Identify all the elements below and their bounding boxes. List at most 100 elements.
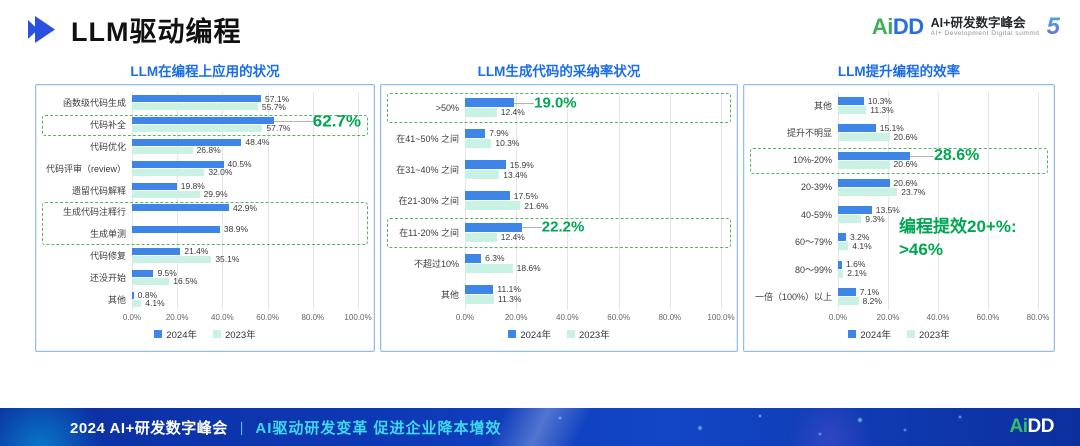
bar-line: 17.5% [465, 191, 721, 201]
bar-line: 10.3% [838, 97, 1038, 106]
category-label: 60～79% [794, 237, 832, 248]
bar-line: 21.4% [132, 246, 358, 257]
bar-2024 [838, 260, 842, 269]
gridline [838, 92, 839, 310]
value-label: 11.3% [870, 104, 894, 115]
bar-line: 13.4% [465, 170, 721, 180]
legend-label: 2023年 [579, 330, 610, 341]
legend-item: 2023年 [567, 327, 610, 341]
category-label: 还没开始 [89, 272, 126, 283]
gridline [312, 92, 314, 310]
bar-2024 [132, 269, 154, 277]
bars-group: 57.1% 55.7% [132, 95, 358, 111]
bar-2024 [465, 129, 486, 139]
chart-row: 遗留代码解释 19.8% 29.9% [40, 179, 370, 201]
axis-tick-label: 100.0% [344, 313, 372, 322]
category-label: 其他 [107, 294, 126, 305]
value-label: 48.4% [245, 137, 270, 148]
legend-swatch [848, 330, 857, 338]
axis-tick-label: 60.0% [256, 313, 279, 322]
value-label: 7.1% [859, 286, 880, 297]
bars-group: 1.6% 2.1% [838, 260, 1038, 278]
bars-group: 22.2% 12.4% [465, 218, 721, 242]
bar-2023 [838, 296, 859, 305]
chart-row: 20-39% 20.6% 23.7% [748, 174, 1050, 201]
axis-tick-label: 0.0% [455, 313, 475, 322]
bar-2024 [838, 151, 910, 160]
gridline [177, 92, 179, 310]
bar-2023 [838, 269, 844, 278]
slide-header: LLM驱动编程 [28, 10, 241, 49]
bar-2024 [838, 178, 890, 187]
bar-2023 [132, 125, 263, 133]
footer-content: 2024 AI+研发数字峰会 | AI驱动研发变革 促进企业降本增效 AiDD [0, 416, 1080, 438]
callout-leader [513, 102, 535, 104]
footer-logo-ai: Ai [1009, 416, 1029, 437]
bar-line: 40.5% [132, 160, 358, 168]
gridline [721, 92, 722, 310]
bar-line: 11.3% [465, 294, 721, 304]
edition-5-badge: 5 [1046, 13, 1060, 40]
bar-2023 [838, 160, 890, 169]
bars-group: 38.9% [132, 225, 358, 242]
bar-line: 4.1% [132, 299, 358, 307]
bar-2024 [132, 95, 262, 103]
highlight-value: 22.2% [541, 218, 585, 236]
value-label: 19.8% [180, 180, 205, 191]
axis-tick-label: 40.0% [556, 313, 579, 322]
gridline [267, 92, 269, 310]
bars-group: 17.5% 21.6% [465, 191, 721, 211]
value-label: 15.9% [509, 159, 534, 170]
bars-group: 48.4% 26.8% [132, 138, 358, 154]
value-label: 32.0% [208, 167, 233, 178]
aidd-logo-dd: DD [892, 14, 924, 39]
bar-line: 20.6% [838, 133, 1038, 142]
legend-swatch [213, 330, 221, 338]
bar-2024 [465, 191, 510, 201]
bar-line: 12.4% [465, 107, 721, 118]
legend-label: 2024年 [860, 330, 891, 341]
bar-2023 [838, 215, 862, 224]
page-title: LLM驱动编程 [71, 17, 242, 47]
bar-line [132, 234, 358, 241]
value-label: 12.4% [500, 107, 525, 118]
annotation-line: >46% [899, 240, 943, 260]
bar-2024 [132, 247, 181, 255]
legend-label: 2024年 [520, 330, 551, 341]
legend-item: 2024年 [848, 327, 891, 341]
bar-line: 29.9% [132, 190, 358, 198]
bar-2023 [132, 299, 142, 307]
bars-group: 6.3% 18.6% [465, 253, 721, 273]
brand-title-en: AI+ Development Digital summit [930, 30, 1040, 38]
bar-2024 [465, 160, 506, 170]
bar-2023 [465, 294, 494, 304]
chart-row: 10%-20% 28.6% 20.6% [748, 147, 1050, 174]
bar-line: 21.6% [465, 201, 721, 211]
bar-2024 [132, 160, 224, 168]
axis-tick-label: 100.0% [707, 313, 735, 322]
axis-tick-label: 40.0% [211, 313, 234, 322]
bar-line: 19.8% [132, 180, 358, 191]
bar-2024 [838, 233, 846, 242]
legend-label: 2023年 [225, 330, 256, 341]
value-label: 21.4% [184, 246, 209, 257]
bar-2024 [132, 138, 242, 146]
bar-2023 [132, 190, 200, 198]
chart-row: 60～79% 3.2% 4.1% [748, 228, 1050, 255]
bar-2023 [465, 139, 492, 149]
chart-row: 在21-30% 之间 17.5% 21.6% [385, 185, 733, 216]
bar-2023 [838, 106, 867, 115]
gridline [358, 92, 359, 310]
chart-row: 代码修复 21.4% 35.1% [40, 245, 370, 267]
axis-tick-label: 20.0% [165, 313, 189, 322]
category-label: 遗留代码解释 [71, 185, 126, 196]
value-label: 3.2% [850, 232, 870, 243]
category-label: 80～99% [794, 264, 832, 275]
chart-plot: 函数级代码生成 57.1% 55.7% 代码补全 62.7% 57.7% 代码优化 48.4%… [40, 92, 370, 310]
bar-2024 [465, 98, 514, 108]
bars-group: 19.0% 12.4% [465, 95, 721, 118]
highlight-value: 28.6% [934, 146, 980, 164]
value-label: 57.7% [266, 123, 291, 134]
brand-title-block: AI+研发数字峰会 AI+ Development Digital summit [930, 16, 1040, 38]
chart-row: 其他 10.3% 11.3% [748, 92, 1050, 119]
